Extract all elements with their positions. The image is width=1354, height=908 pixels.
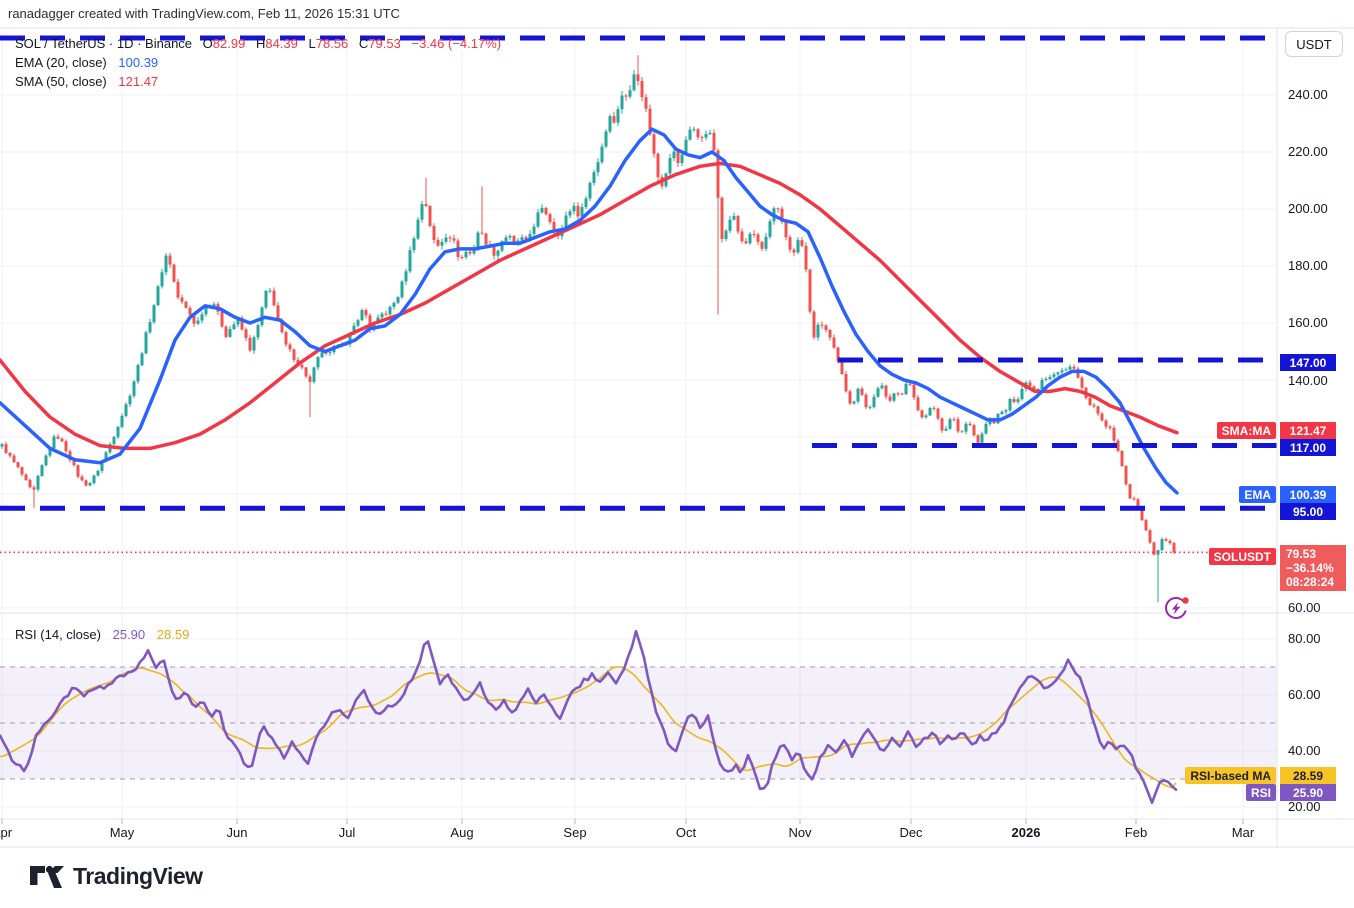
sma-legend-row[interactable]: SMA (50, close) 121.47 (15, 72, 501, 91)
month-label: Apr (0, 825, 13, 840)
month-label: 2026 (1011, 825, 1041, 840)
month-label: Mar (1231, 825, 1255, 840)
currency-unit-button[interactable]: USDT (1285, 31, 1343, 57)
rsi-line (0, 629, 1178, 805)
rsi-ma-axis-value: 28.59 (1280, 767, 1336, 784)
symbol-axis-label: SOLUSDT (1208, 548, 1276, 565)
low-label: L (308, 36, 316, 51)
open-label: O (202, 36, 213, 51)
month-label: Sep (563, 825, 587, 840)
sma-label: SMA (50, close) (15, 74, 107, 89)
pane-borders (0, 27, 1354, 848)
rsi-ma-axis-label: RSI-based MA (1185, 767, 1276, 784)
axis-tick-label: 60.00 (1288, 600, 1321, 615)
bar-countdown: 08:28:24 (1286, 575, 1335, 589)
axis-tick-label: 80.00 (1288, 631, 1321, 646)
axis-tick-label: 200.00 (1288, 201, 1328, 216)
sma-axis-label: SMA:MA (1216, 422, 1276, 439)
month-label: Dec (899, 825, 923, 840)
chart-legend: SOL / TetherUS · 1D · Binance O82.99 H84… (15, 34, 501, 91)
attribution-text: ranadagger created with TradingView.com,… (8, 6, 400, 21)
ema-20-line (0, 127, 1179, 495)
axis-tick-label: 40.00 (1288, 743, 1321, 758)
sma-axis-value: 121.47 (1280, 422, 1336, 439)
symbol-legend-row[interactable]: SOL / TetherUS · 1D · Binance O82.99 H84… (15, 34, 501, 53)
ema-value: 100.39 (118, 55, 159, 70)
close-label: C (358, 36, 369, 51)
level-badge-95: 95.00 (1280, 503, 1336, 520)
axis-tick-label: 240.00 (1288, 87, 1328, 102)
ema-axis-value: 100.39 (1280, 486, 1336, 503)
tradingview-watermark[interactable]: TradingView (30, 863, 203, 890)
rsi-label: RSI (14, close) (15, 627, 101, 642)
symbol-title: SOL / TetherUS · 1D · Binance (15, 36, 193, 51)
support-resistance-lines[interactable] (0, 35, 1277, 511)
tradingview-logo-icon (30, 865, 64, 888)
month-label: Oct (675, 825, 697, 840)
tradingview-logo-text: TradingView (73, 863, 203, 889)
low-value: 78.56 (315, 36, 349, 51)
high-label: H (255, 36, 266, 51)
change-percent: −36.14% (1286, 561, 1334, 575)
rsi-axis-label: RSI (1245, 784, 1276, 801)
axis-tick-label: 180.00 (1288, 258, 1328, 273)
month-label: Aug (450, 825, 474, 840)
gridlines (0, 28, 1277, 819)
axis-tick-label: 140.00 (1288, 373, 1328, 388)
month-label: Nov (788, 825, 812, 840)
month-label: Jul (338, 825, 356, 840)
axis-tick-label: 220.00 (1288, 144, 1328, 159)
level-badge-147: 147.00 (1280, 354, 1336, 371)
open-value: 82.99 (212, 36, 246, 51)
rsi-ma-value: 28.59 (156, 627, 190, 642)
ema-axis-label: EMA (1239, 486, 1276, 503)
close-value: 79.53 (368, 36, 401, 51)
last-price: 79.53 (1286, 547, 1317, 561)
rsi-legend-row[interactable]: RSI (14, close) 25.90 28.59 (15, 627, 189, 642)
flash-alert-icon[interactable] (1163, 594, 1191, 622)
rsi-ma-line (0, 666, 1177, 789)
sma-value: 121.47 (118, 74, 159, 89)
candles-layer (0, 55, 1176, 603)
month-label: Jun (226, 825, 248, 840)
month-label: Feb (1124, 825, 1148, 840)
level-badge-117: 117.00 (1280, 439, 1336, 456)
high-value: 84.39 (265, 36, 298, 51)
change-value: −3.46 (−4.17%) (411, 36, 502, 51)
sma-50-line (0, 161, 1179, 451)
ema-legend-row[interactable]: EMA (20, close) 100.39 (15, 53, 501, 72)
last-price-badge: 79.53 −36.14% 08:28:24 (1280, 545, 1346, 591)
rsi-axis-value: 25.90 (1280, 784, 1336, 801)
ema-label: EMA (20, close) (15, 55, 107, 70)
rsi-value: 25.90 (112, 627, 146, 642)
axis-tick-label: 60.00 (1288, 687, 1321, 702)
axis-tick-label: 160.00 (1288, 315, 1328, 330)
axis-tick-label: 20.00 (1288, 799, 1321, 814)
month-label: May (109, 825, 135, 840)
